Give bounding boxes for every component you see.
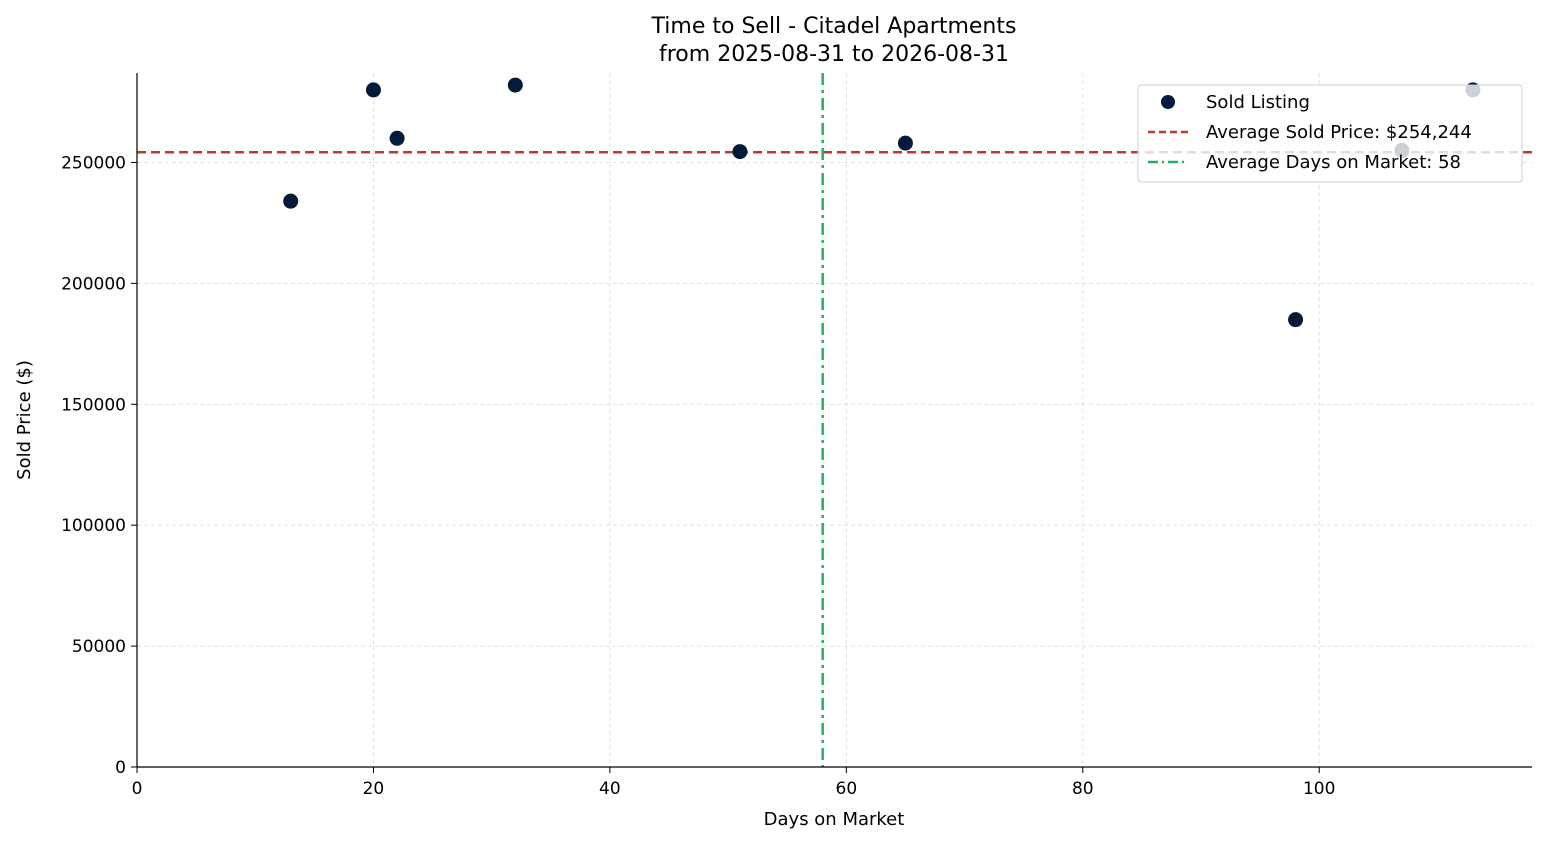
data-point bbox=[365, 82, 381, 98]
legend-marker-sold-listing bbox=[1161, 95, 1175, 109]
y-tick-label: 0 bbox=[115, 758, 126, 778]
y-tick-label: 50000 bbox=[72, 637, 126, 657]
y-ticks: 0 50000 100000 150000 200000 250000 bbox=[61, 153, 137, 778]
data-point bbox=[507, 77, 523, 93]
data-point bbox=[389, 130, 405, 146]
data-point bbox=[283, 193, 299, 209]
x-tick-label: 0 bbox=[132, 779, 143, 799]
y-tick-label: 200000 bbox=[61, 274, 126, 294]
legend: Sold Listing Average Sold Price: $254,24… bbox=[1137, 84, 1523, 183]
x-tick-label: 40 bbox=[599, 779, 621, 799]
x-tick-label: 80 bbox=[1072, 779, 1094, 799]
y-axis-label: Sold Price ($) bbox=[14, 360, 35, 480]
legend-label-avg-days: Average Days on Market: 58 bbox=[1206, 152, 1461, 173]
y-tick-label: 250000 bbox=[61, 153, 126, 173]
chart-subtitle: from 2025-08-31 to 2026-08-31 bbox=[659, 42, 1009, 67]
y-tick-label: 150000 bbox=[61, 395, 126, 415]
data-point bbox=[897, 135, 913, 151]
data-point bbox=[1288, 312, 1304, 328]
axes bbox=[136, 73, 1532, 768]
legend-label-sold-listing: Sold Listing bbox=[1206, 92, 1310, 113]
data-point bbox=[732, 144, 748, 160]
x-axis-label: Days on Market bbox=[764, 809, 905, 830]
y-tick-label: 100000 bbox=[61, 516, 126, 536]
chart-title: Time to Sell - Citadel Apartments bbox=[651, 14, 1017, 39]
x-ticks: 0 20 40 60 80 100 bbox=[132, 767, 1335, 799]
x-tick-label: 20 bbox=[363, 779, 385, 799]
legend-box bbox=[1137, 84, 1523, 183]
x-tick-label: 60 bbox=[836, 779, 858, 799]
x-tick-label: 100 bbox=[1303, 779, 1335, 799]
legend-label-avg-price: Average Sold Price: $254,244 bbox=[1206, 122, 1472, 143]
